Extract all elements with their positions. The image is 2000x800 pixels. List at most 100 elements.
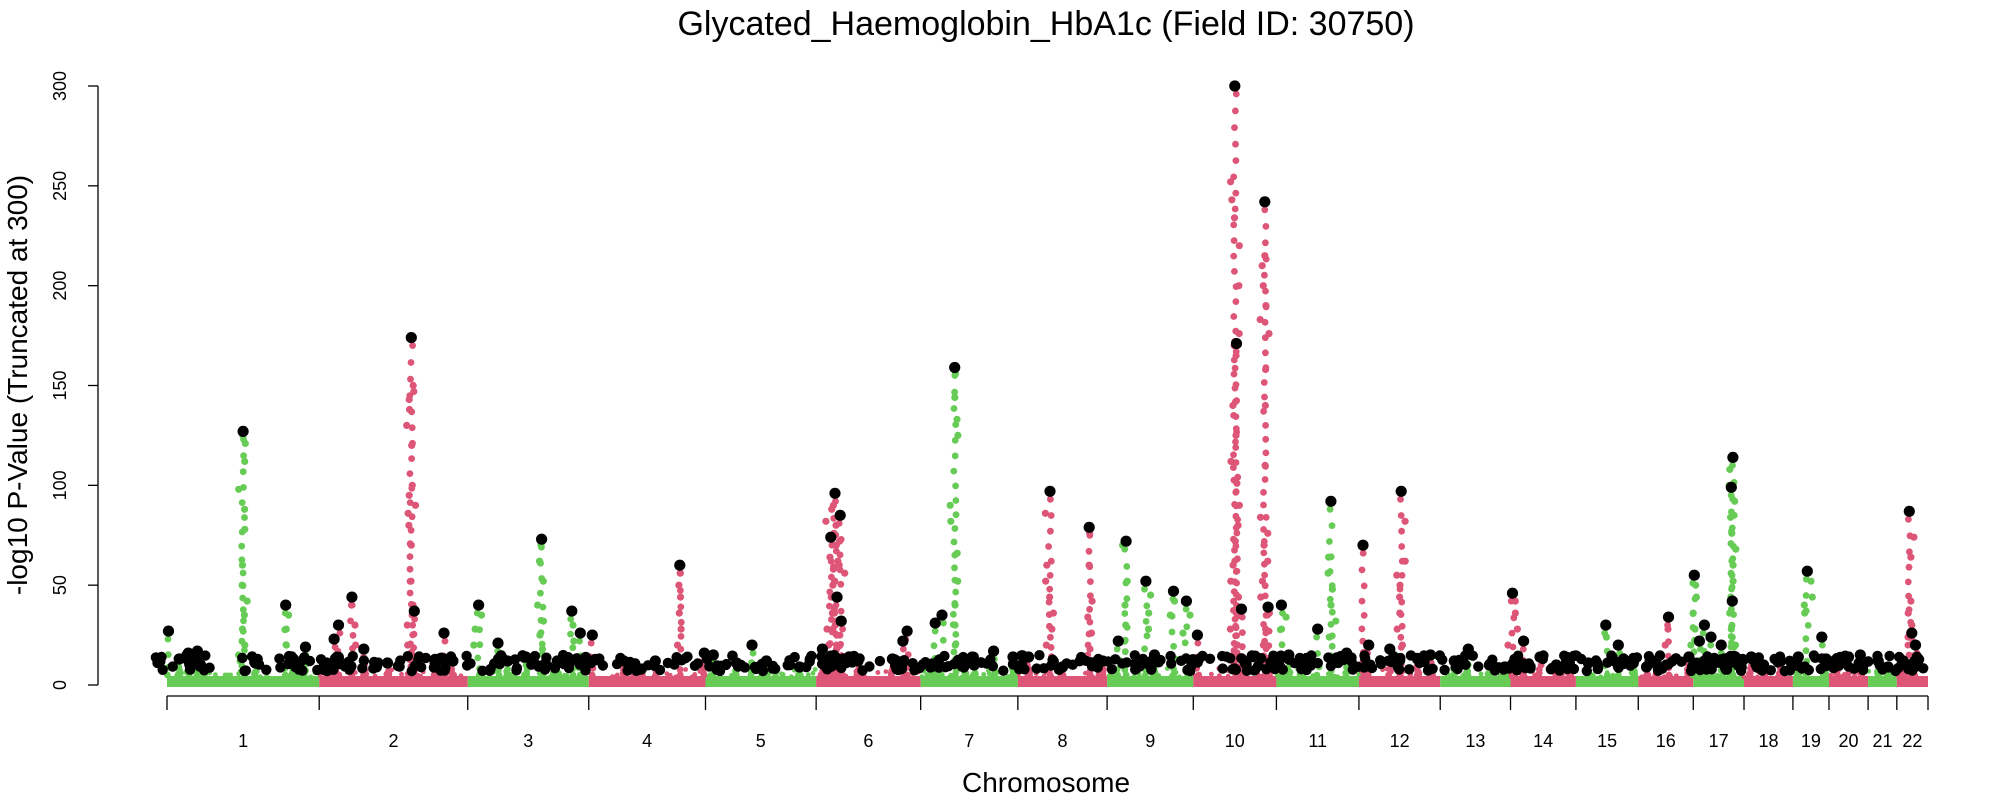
snp-point [1397,633,1405,641]
snp-point [495,671,503,679]
lead-snp-point [1910,661,1922,672]
snp-point [1085,547,1093,555]
snp-point [903,671,911,679]
snp-point [1194,639,1202,647]
snp-point [409,381,417,390]
snp-point [1047,495,1054,503]
snp-point [408,424,416,432]
snp-point [408,441,416,449]
snp-point [1664,625,1672,633]
snp-point [1282,613,1290,621]
snp-point [164,635,172,643]
snp-point [1278,625,1286,633]
snp-point [1231,124,1238,131]
snp-point [241,439,249,447]
lead-snp-point [1784,655,1795,666]
snp-point [1238,613,1246,621]
lead-snp-point [347,651,358,662]
snp-point [1231,268,1238,275]
lead-snp-point [191,645,203,657]
snp-point [837,536,845,543]
snp-point [1741,674,1747,680]
lead-snp-point [981,658,992,669]
lead-snp-point [1425,664,1436,675]
snp-point [1046,593,1054,601]
snp-point [458,673,464,679]
snp-point [780,672,786,677]
snp-point [919,674,925,680]
snp-point [406,499,414,506]
snp-point [1261,571,1268,579]
chart-title: Glycated_Haemoglobin_HbA1c (Field ID: 30… [677,5,1414,43]
lead-snp-point [1366,662,1378,674]
snp-point [931,627,939,635]
snp-point [1233,579,1240,587]
lead-snp-point [304,655,316,667]
snp-point [677,587,684,594]
snp-point [823,625,831,633]
baseline-band-chr20 [1828,676,1869,687]
lead-snp-point [563,652,574,663]
snp-point [1230,451,1237,459]
baseline-band-chr6 [816,676,921,687]
lead-snp-point [770,663,781,674]
snp-point [832,497,839,505]
snp-point [1260,541,1268,549]
snp-point [1262,223,1270,230]
y-tick-label: 100 [50,470,70,500]
lead-snp-point [1872,655,1884,667]
baseline-band-chr15 [1575,676,1639,687]
baseline-band-chr9 [1107,676,1194,687]
lead-snp-point [1331,652,1343,664]
snp-point [832,601,840,609]
snp-point [1328,585,1336,593]
lead-snp-point [1765,665,1777,676]
snp-point [1228,196,1236,204]
lead-snp-point [1312,657,1324,669]
snp-point [1326,505,1334,513]
snp-point [1005,674,1011,679]
snp-point [1278,641,1286,649]
snp-point [1121,601,1129,609]
snp-point [1801,609,1809,617]
snp-point [833,632,841,639]
snp-point [946,501,954,509]
lead-snp-point [1352,661,1364,672]
snp-point [1904,578,1912,586]
lead-snp-point [1241,665,1253,676]
snp-point [812,667,818,672]
lead-snp-point [948,658,960,670]
lead-snp-point [1259,196,1271,208]
snp-point [1168,628,1176,636]
lead-snp-point [406,665,417,677]
snp-point [1707,641,1715,649]
baseline-band-chr21 [1868,676,1897,687]
snp-point [1398,543,1406,550]
snp-point [1230,252,1238,260]
snp-point [238,542,246,550]
snp-point [406,553,414,560]
snp-point [536,631,544,639]
snp-point [1147,591,1155,599]
lead-snp-point [162,625,175,637]
lead-snp-point [1038,663,1050,674]
snp-point [1808,593,1816,601]
snp-point [951,388,958,396]
lead-snp-point [635,663,647,675]
snp-point [951,621,959,629]
snp-point [676,569,684,577]
lead-snp-point [594,653,605,664]
snp-point [1229,561,1237,569]
lead-snp-point [1166,658,1177,669]
lead-snp-point [1726,595,1738,607]
lead-snp-point [1503,663,1515,674]
lead-snp-point [826,661,837,672]
y-tick-label: 0 [50,680,70,690]
snp-point [512,674,518,680]
snp-point [240,617,247,625]
snp-point [1326,595,1334,603]
snp-point [951,525,959,532]
snp-point [1177,674,1182,680]
snp-point [1179,629,1187,637]
lead-snp-point [435,665,446,676]
